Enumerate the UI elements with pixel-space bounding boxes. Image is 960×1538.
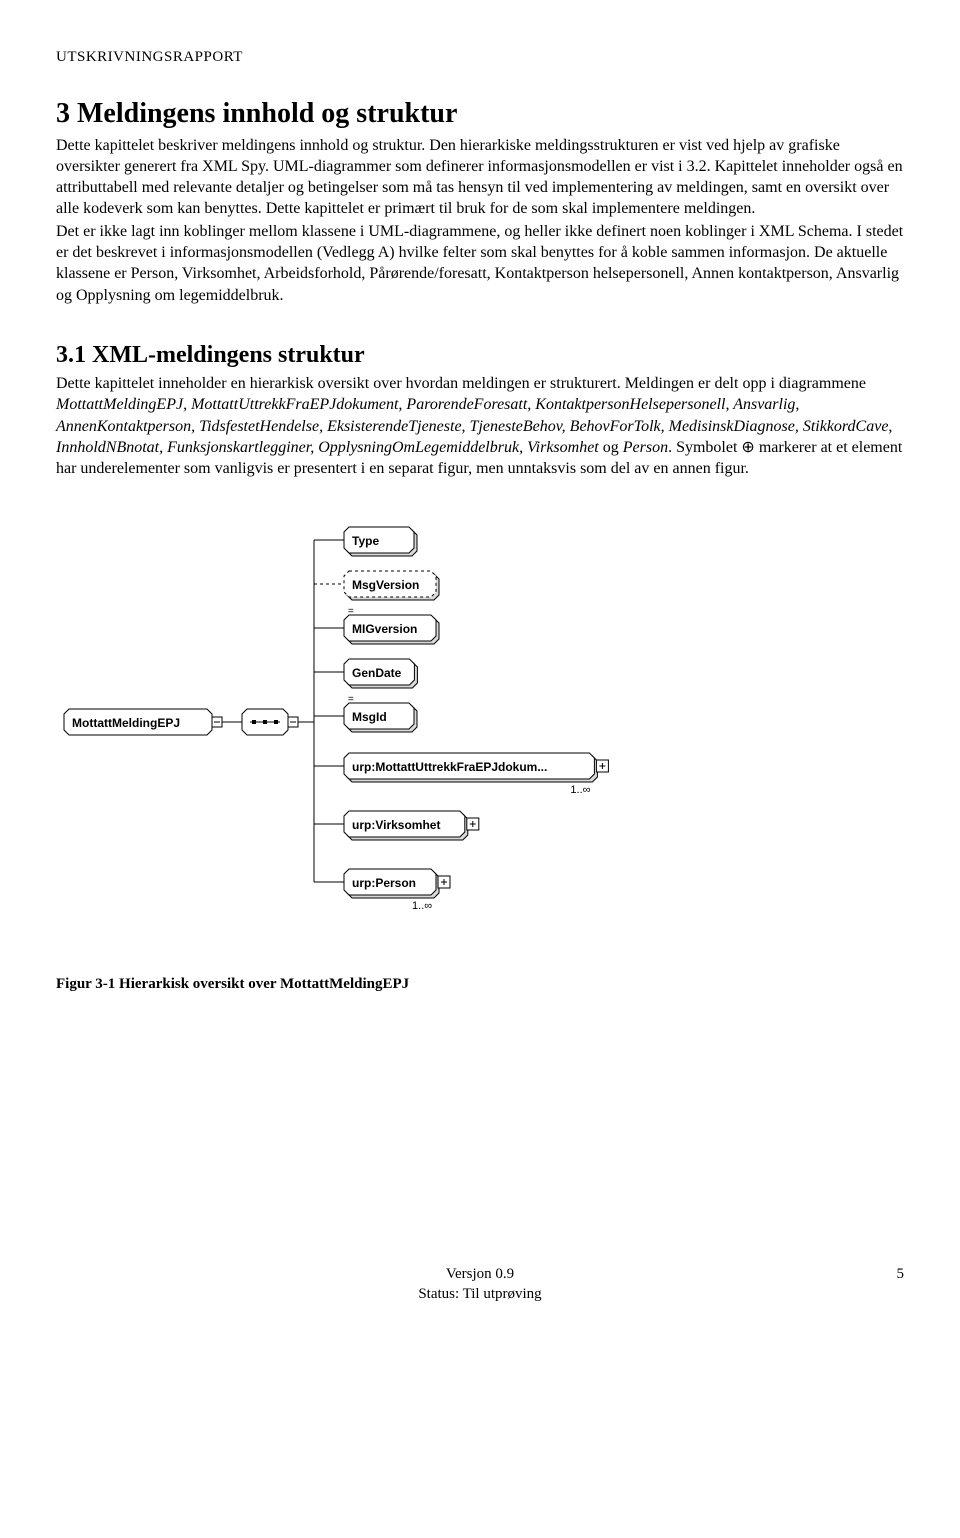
svg-text:GenDate: GenDate — [352, 666, 402, 680]
section-2-heading: 3.1 XML-meldingens struktur — [56, 340, 904, 372]
footer-version: Versjon 0.9 — [446, 1266, 514, 1282]
running-header: UTSKRIVNINGSRAPPORT — [56, 48, 904, 68]
svg-text:MottattMeldingEPJ: MottattMeldingEPJ — [72, 716, 180, 730]
section-1-heading: 3 Meldingens innhold og struktur — [56, 96, 904, 133]
section-2-para: Dette kapittelet inneholder en hierarkis… — [56, 373, 904, 479]
section-1-para-b: Det er ikke lagt inn koblinger mellom kl… — [56, 221, 904, 305]
svg-text:MIGversion: MIGversion — [352, 622, 417, 636]
svg-text:MsgId: MsgId — [352, 710, 387, 724]
svg-text:urp:MottattUttrekkFraEPJdokum.: urp:MottattUttrekkFraEPJdokum... — [352, 760, 547, 774]
page-footer: Versjon 0.9 Status: Til utprøving 5 — [56, 1265, 904, 1305]
section-2-italics-last: Person — [623, 439, 668, 456]
section-2-between: og — [599, 439, 623, 456]
svg-text:urp:Person: urp:Person — [352, 876, 416, 890]
svg-text:MsgVersion: MsgVersion — [352, 578, 419, 592]
svg-text:1..∞: 1..∞ — [570, 784, 590, 796]
section-2-lead: Dette kapittelet inneholder en hierarkis… — [56, 375, 866, 392]
footer-status: Status: Til utprøving — [418, 1286, 541, 1302]
section-1-para-a: Dette kapittelet beskriver meldingens in… — [56, 135, 904, 219]
svg-text:1..∞: 1..∞ — [412, 900, 432, 912]
section-2-after1: . Symbolet — [668, 439, 741, 456]
svg-text:Type: Type — [352, 534, 379, 548]
page-number: 5 — [897, 1265, 905, 1285]
svg-text:urp:Virksomhet: urp:Virksomhet — [352, 818, 440, 832]
figure-caption: Figur 3-1 Hierarkisk oversikt over Motta… — [56, 975, 904, 995]
xml-structure-diagram: MottattMeldingEPJTypeMsgVersion=MIGversi… — [56, 509, 904, 945]
circled-plus-icon: ⊕ — [741, 439, 754, 456]
